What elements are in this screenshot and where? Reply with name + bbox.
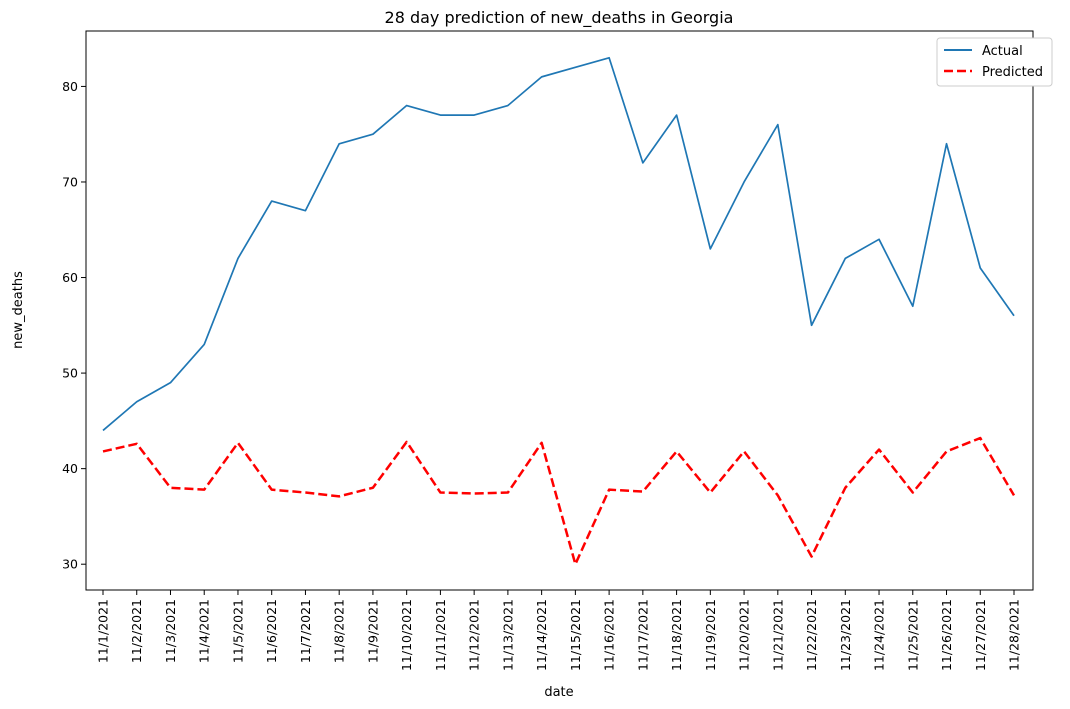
x-tick-label: 11/7/2021 [298,599,313,663]
y-tick-label: 70 [62,174,78,189]
y-axis-title: new_deaths [11,271,26,349]
x-tick-label: 11/17/2021 [635,599,650,671]
series-layer [102,56,1016,566]
x-tick-label: 11/14/2021 [534,599,549,671]
chart-title: 28 day prediction of new_deaths in Georg… [385,8,734,28]
x-tick-label: 11/12/2021 [467,599,482,671]
x-tick-label: 11/27/2021 [973,599,988,671]
x-tick-label: 11/11/2021 [433,599,448,671]
x-tick-label: 11/22/2021 [804,599,819,671]
x-tick-label: 11/26/2021 [939,599,954,671]
x-tick-label: 11/18/2021 [669,599,684,671]
x-tick-label: 11/24/2021 [872,599,887,671]
x-tick-label: 11/20/2021 [737,599,752,671]
y-axis: 30 40 50 60 70 80 [62,79,86,572]
y-tick-label: 40 [62,461,78,476]
x-axis: 11/1/2021 11/2/2021 11/3/2021 11/4/2021 11/5… [96,590,1022,671]
y-tick-label: 80 [62,79,78,94]
legend: Actual Predicted [936,37,1053,87]
x-tick-label: 11/15/2021 [568,599,583,671]
legend-label-actual: Actual [982,44,1023,59]
x-tick-label: 11/5/2021 [230,599,245,663]
x-tick-label: 11/28/2021 [1007,599,1022,671]
plot-area [85,30,1034,591]
y-tick-label: 30 [62,557,78,572]
x-tick-label: 11/3/2021 [163,599,178,663]
x-tick-label: 11/4/2021 [197,599,212,663]
legend-label-predicted: Predicted [982,65,1043,80]
y-tick-label: 50 [62,366,78,381]
series-line-predicted [102,436,1016,566]
x-tick-label: 11/2/2021 [129,599,144,663]
x-tick-label: 11/16/2021 [602,599,617,671]
x-tick-label: 11/8/2021 [332,599,347,663]
series-line-actual [102,56,1015,432]
x-tick-label: 11/21/2021 [770,599,785,671]
x-tick-label: 11/1/2021 [96,599,111,663]
x-tick-label: 11/19/2021 [703,599,718,671]
x-tick-label: 11/25/2021 [905,599,920,671]
x-tick-label: 11/9/2021 [365,599,380,663]
x-tick-label: 11/6/2021 [264,599,279,663]
x-tick-label: 11/23/2021 [838,599,853,671]
y-tick-label: 60 [62,270,78,285]
x-tick-label: 11/10/2021 [399,599,414,671]
x-tick-label: 11/13/2021 [500,599,515,671]
x-axis-title: date [544,685,573,700]
